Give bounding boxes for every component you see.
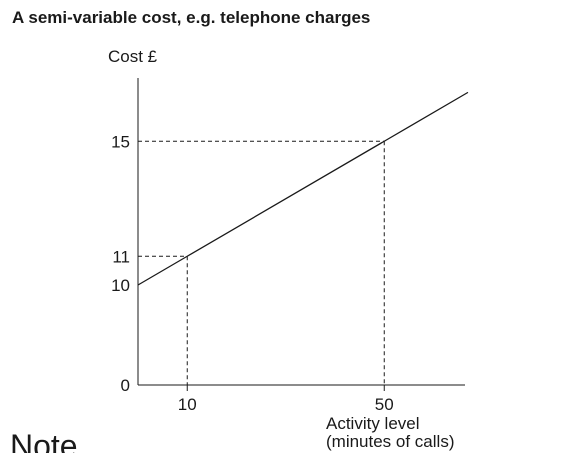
x-axis-title-line: (minutes of calls) — [326, 432, 454, 451]
x-axis-title-line: Activity level — [326, 414, 420, 433]
cutoff-heading: Note — [10, 428, 78, 464]
chart: Cost £ 0 10 11 15 10 50 Activity level (minutes … — [108, 47, 469, 451]
y-tick-label: 0 — [121, 376, 130, 395]
x-tick-label: 50 — [375, 395, 394, 414]
x-tick-label: 10 — [178, 395, 197, 414]
y-tick-label: 10 — [111, 276, 130, 295]
page-title: A semi-variable cost, e.g. telephone cha… — [12, 8, 371, 27]
y-tick-label: 11 — [112, 247, 130, 266]
y-axis-title: Cost £ — [108, 47, 158, 66]
y-tick-label: 15 — [111, 132, 130, 151]
cost-line — [137, 91, 469, 286]
